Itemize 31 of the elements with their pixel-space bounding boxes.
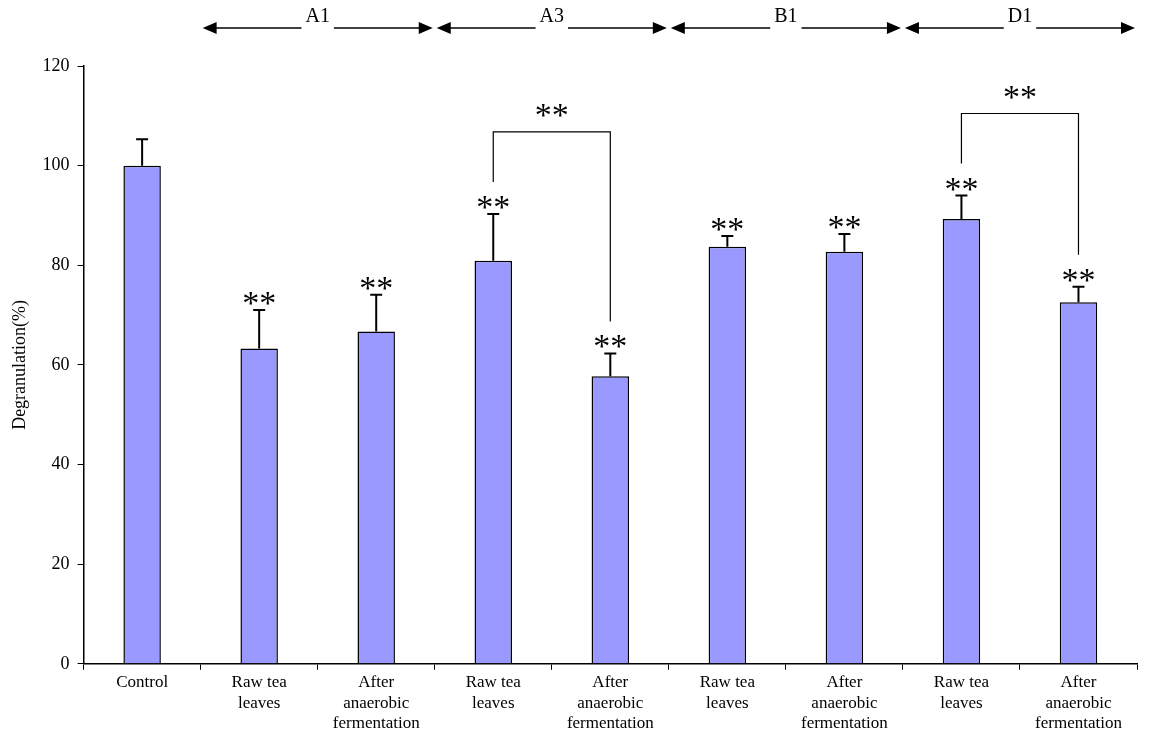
x-tick-label: After anaerobic fermentation [566, 672, 655, 733]
data-label: ** [827, 207, 862, 245]
y-tick-label: 80 [51, 254, 70, 274]
y-tick-label: 100 [42, 154, 70, 175]
data-label: ** [242, 284, 277, 322]
y-tick-label: 0 [60, 652, 70, 673]
x-tick-label: Raw tea leaves [699, 672, 756, 712]
x-tick-label: Raw tea leaves [231, 672, 288, 712]
x-tick-label: Control [116, 672, 169, 692]
data-label: ** [944, 169, 979, 207]
data-label: ** [1061, 260, 1096, 298]
text: B1 [774, 4, 798, 26]
text: D1 [1007, 4, 1033, 26]
text: A3 [539, 4, 564, 26]
data-label: ** [710, 209, 745, 247]
y-axis-title: Degranulation(%) [8, 299, 30, 430]
data-label: ** [593, 327, 628, 365]
y-tick-label: 60 [51, 353, 70, 374]
x-tick-label: After anaerobic fermentation [332, 672, 421, 733]
y-tick-label: 20 [51, 552, 70, 573]
text: A1 [305, 4, 330, 26]
x-tick-label: Raw tea leaves [933, 672, 990, 712]
x-tick-label: After anaerobic fermentation [1035, 672, 1123, 733]
y-tick-label: 120 [42, 54, 70, 75]
x-tick-label: Raw tea leaves [465, 672, 522, 712]
data-label: ** [359, 268, 394, 306]
data-label: ** [476, 187, 511, 225]
annotation: ** [534, 95, 569, 133]
x-tick-label: After anaerobic fermentation [800, 672, 889, 733]
annotation: ** [1002, 77, 1037, 115]
y-tick-label: 40 [51, 453, 70, 474]
